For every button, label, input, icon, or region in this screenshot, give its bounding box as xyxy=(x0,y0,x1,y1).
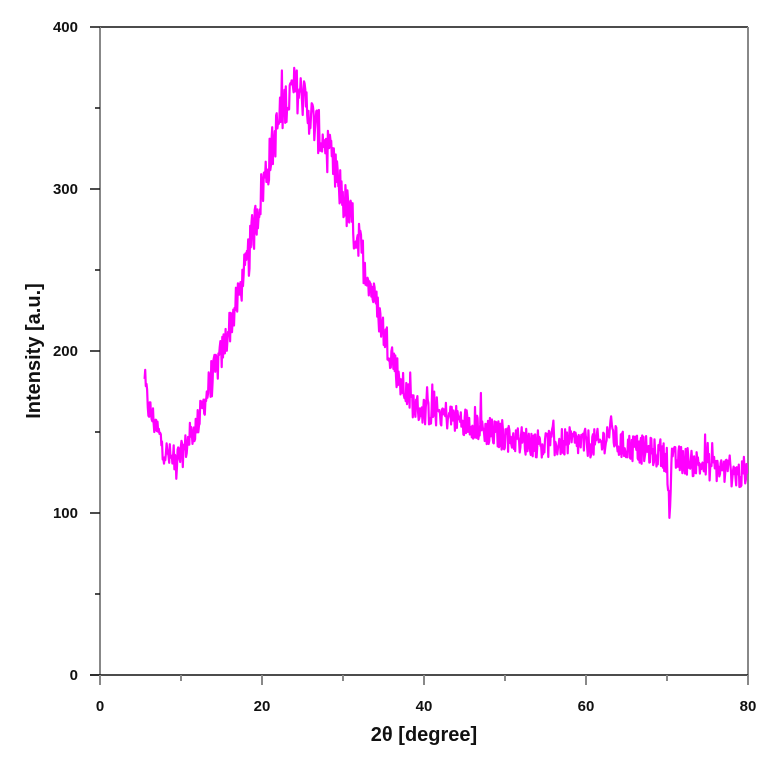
x-axis-ticks: 0 20 40 60 80 xyxy=(96,675,757,715)
y-tick-label: 0 xyxy=(70,667,78,684)
x-tick-label: 0 xyxy=(96,698,104,715)
x-tick-label: 20 xyxy=(254,698,271,715)
y-tick-label: 200 xyxy=(53,343,78,360)
xrd-series-line xyxy=(143,66,749,520)
y-axis-ticks: 0 100 200 300 400 xyxy=(53,19,100,684)
y-axis-title: Intensity [a.u.] xyxy=(23,283,45,419)
x-tick-label: 40 xyxy=(416,698,433,715)
x-tick-label: 80 xyxy=(740,698,757,715)
y-tick-label: 300 xyxy=(53,181,78,198)
y-tick-label: 100 xyxy=(53,505,78,522)
x-axis-title: 2θ [degree] xyxy=(371,724,477,746)
x-tick-label: 60 xyxy=(578,698,595,715)
plot-frame xyxy=(90,26,749,680)
series-layer xyxy=(143,66,749,520)
y-tick-label: 400 xyxy=(53,19,78,36)
